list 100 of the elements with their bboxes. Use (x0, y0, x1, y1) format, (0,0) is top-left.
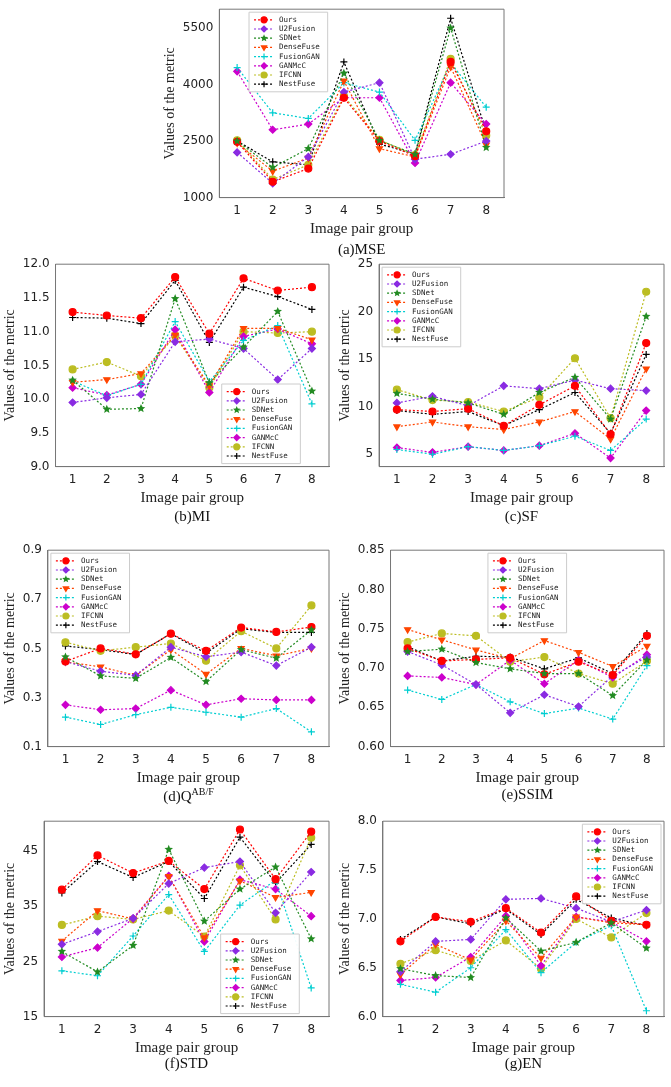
y-axis-title: Values of the metric (162, 47, 178, 160)
x-tick-label: 2 (428, 471, 437, 486)
x-tick-label: 7 (606, 471, 615, 486)
x-tick-label: 4 (340, 202, 348, 217)
y-tick-label: 0.1 (22, 738, 42, 753)
y-tick-label: 5 (365, 446, 374, 461)
x-tick-label: 4 (506, 751, 514, 766)
y-tick-label: 0.9 (22, 542, 42, 557)
y-tick-label: 20 (357, 303, 374, 318)
x-tick-label: 3 (472, 751, 480, 766)
x-tick-label: 3 (131, 751, 140, 766)
y-axis-title: Values of the metric (2, 592, 18, 705)
x-axis-title: Image pair group (136, 768, 241, 785)
text: (g)EN (504, 1055, 543, 1072)
x-tick-label: 1 (61, 751, 70, 766)
y-tick-label: 11.5 (22, 290, 50, 305)
x-tick-label: 6 (237, 751, 245, 766)
y-tick-label: 15 (357, 351, 374, 366)
y-tick-label: 10 (357, 398, 374, 413)
y-tick-label: 0.75 (357, 620, 385, 635)
x-tick-label: 3 (464, 471, 472, 486)
y-tick-label: 15 (22, 1008, 39, 1023)
x-tick-label: 4 (164, 1021, 173, 1036)
x-tick-label: 7 (273, 471, 282, 486)
x-tick-label: 2 (102, 471, 111, 486)
text: (b)MI (174, 508, 211, 525)
y-axis-title: Values of the metric (337, 592, 353, 705)
y-tick-label: 2500 (182, 133, 214, 148)
x-tick-label: 8 (307, 1021, 316, 1036)
y-tick-label: 1000 (182, 189, 214, 204)
x-axis-title: Image pair group (471, 1038, 576, 1055)
x-tick-label: 6 (571, 471, 579, 486)
x-tick-label: 1 (68, 471, 77, 486)
y-tick-label: 0.85 (357, 542, 385, 557)
x-tick-label: 6 (236, 1021, 244, 1036)
y-tick-label: 7.0 (357, 911, 377, 926)
y-tick-label: 35 (22, 898, 39, 913)
x-tick-label: 8 (642, 471, 651, 486)
x-tick-label: 4 (171, 471, 179, 486)
x-axis-title: Image pair group (469, 488, 574, 505)
y-tick-label: 9.0 (30, 458, 50, 473)
x-tick-label: 8 (643, 751, 651, 766)
x-tick-label: 3 (304, 202, 313, 217)
x-tick-label: 8 (642, 1021, 651, 1036)
x-tick-label: 4 (167, 751, 175, 766)
y-tick-label: 9.5 (30, 424, 50, 439)
y-tick-label: 0.70 (357, 660, 385, 675)
y-tick-label: 7.5 (357, 862, 377, 877)
x-tick-label: 2 (268, 202, 277, 217)
x-tick-label: 2 (93, 1021, 102, 1036)
x-tick-label: 1 (233, 202, 241, 217)
x-axis-title: Image pair group (310, 219, 414, 236)
x-tick-label: 4 (499, 471, 508, 486)
x-tick-label: 8 (307, 751, 316, 766)
y-tick-label: 0.65 (357, 699, 385, 714)
text: (e)SSIM (501, 786, 554, 803)
x-tick-label: 7 (271, 1021, 280, 1036)
x-axis-title: Image pair group (475, 768, 579, 785)
text: (f)STD (164, 1055, 209, 1072)
x-tick-label: 8 (482, 202, 491, 217)
x-tick-label: 3 (137, 471, 145, 486)
x-tick-label: 2 (437, 751, 446, 766)
x-axis-title: Image pair group (134, 1038, 239, 1055)
x-tick-label: 1 (396, 1021, 405, 1036)
y-tick-label: 4000 (182, 76, 214, 91)
y-tick-label: 10.0 (22, 391, 50, 406)
y-tick-label: 0.80 (357, 581, 385, 596)
x-tick-label: 1 (403, 751, 412, 766)
y-axis-title: Values of the metric (2, 309, 18, 422)
y-tick-label: 10.5 (22, 357, 50, 372)
x-tick-label: 5 (535, 471, 544, 486)
x-tick-label: 7 (446, 202, 455, 217)
x-tick-label: 7 (608, 751, 617, 766)
y-tick-label: 45 (22, 843, 39, 858)
x-tick-label: 8 (308, 471, 316, 486)
x-tick-label: 1 (58, 1021, 66, 1036)
x-tick-label: 2 (431, 1021, 440, 1036)
y-tick-label: 0.5 (22, 640, 42, 655)
y-tick-label: 25 (22, 953, 39, 968)
y-tick-label: 25 (357, 256, 374, 271)
text: (d)Q$^{AB/F}$ (163, 786, 214, 805)
y-tick-label: 0.3 (22, 689, 42, 704)
y-tick-label: 6.0 (357, 1008, 377, 1023)
y-axis-title: Values of the metric (337, 862, 353, 976)
x-tick-label: 7 (272, 751, 281, 766)
y-tick-label: 11.0 (22, 323, 50, 338)
y-tick-label: 0.60 (357, 738, 385, 753)
x-tick-label: 3 (129, 1021, 137, 1036)
y-axis-title: Values of the metric (2, 862, 18, 976)
x-tick-label: 5 (540, 751, 549, 766)
y-tick-label: 6.5 (357, 959, 377, 974)
x-tick-label: 4 (502, 1021, 510, 1036)
x-tick-label: 3 (466, 1021, 475, 1036)
text: (a)MSE (337, 241, 386, 258)
x-tick-label: 1 (393, 471, 401, 486)
x-tick-label: 6 (574, 751, 583, 766)
x-tick-label: 7 (607, 1021, 616, 1036)
x-tick-label: 2 (96, 751, 105, 766)
x-tick-label: 6 (239, 471, 248, 486)
y-tick-label: 5500 (182, 20, 214, 35)
